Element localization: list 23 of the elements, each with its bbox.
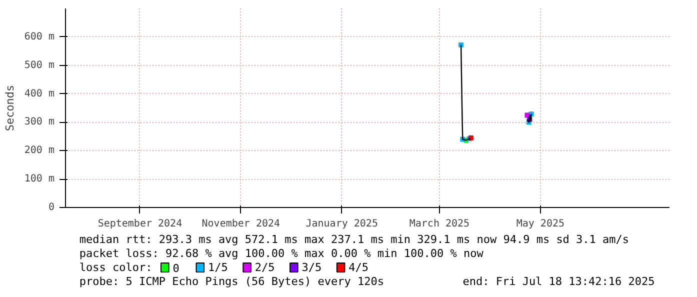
x-tick-label: March 2025 (409, 218, 470, 230)
legend-label: 1/5 (208, 261, 228, 274)
y-tick-label: 400 m (24, 88, 55, 100)
text: probe: 5 ICMP Echo Pings (56 Bytes) every 120s (79, 275, 384, 288)
y-tick-label: 100 m (24, 174, 55, 185)
text: end: Fri Jul 18 13:42:16 2025 (462, 275, 655, 288)
text: packet loss: 92.68 % avg 100.00 % max 0.00 % min 100.00 % now (79, 247, 484, 260)
y-tick-label: 500 m (24, 60, 55, 71)
legend-label: 4/5 (348, 261, 368, 274)
x-tick-label: November 2024 (202, 218, 280, 230)
x-tick-label: January 2025 (306, 218, 378, 230)
y-tick-label: 300 m (24, 116, 55, 128)
legend-title: loss color: (79, 261, 152, 274)
y-tick-label: 600 m (24, 31, 55, 42)
x-tick-label: May 2025 (516, 218, 565, 230)
y-tick-label: 0 (48, 202, 55, 213)
legend-label: 0 (172, 262, 180, 275)
legend-label: 2/5 (254, 261, 275, 274)
y-axis-title: Seconds (3, 84, 16, 132)
x-tick-label: September 2024 (98, 218, 182, 230)
y-tick-label: 200 m (24, 145, 55, 156)
text: median rtt: 293.3 ms avg 572.1 ms max 237.1 ms min 329.1 ms now 94.9 ms sd 3.1 am/s (79, 233, 630, 246)
legend-label: 3/5 (302, 261, 322, 274)
